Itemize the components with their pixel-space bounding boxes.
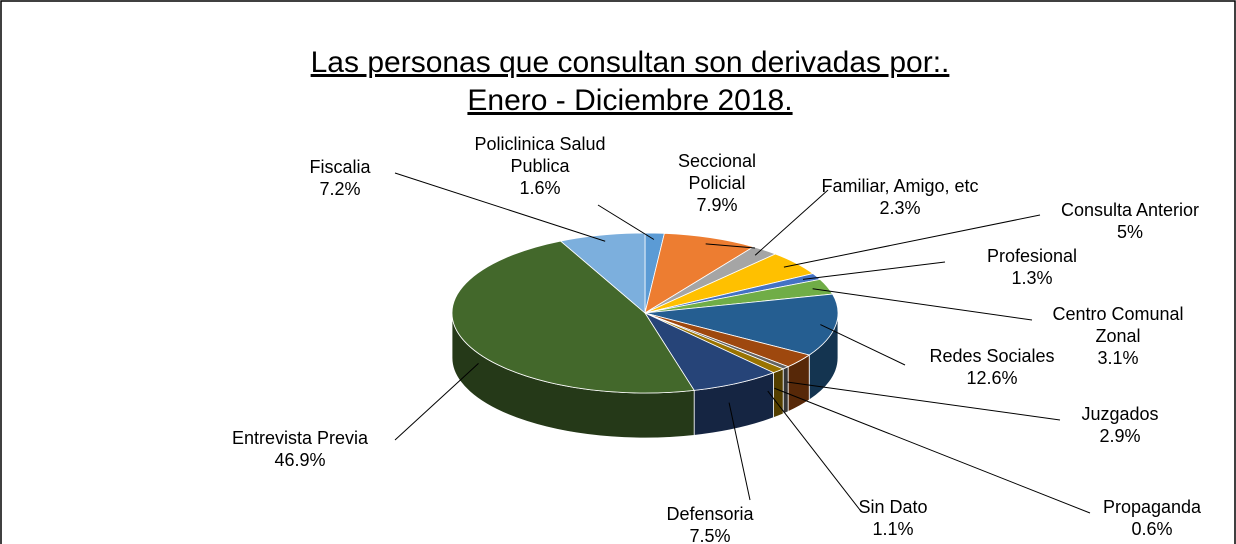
value-label: 1.3%: [1011, 268, 1052, 288]
leader-line: [394, 172, 606, 242]
leader-line: [812, 288, 1033, 321]
category-label: Policlinica Salud Publica: [474, 134, 605, 176]
slice-label: Redes Sociales 12.6%: [929, 346, 1054, 388]
value-label: 5%: [1117, 222, 1143, 242]
value-label: 7.9%: [696, 195, 737, 215]
value-label: 1.1%: [872, 519, 913, 539]
category-label: Redes Sociales: [929, 346, 1054, 366]
slice-label: Profesional 1.3%: [987, 246, 1077, 288]
slice: [644, 232, 755, 314]
category-label: Seccional Policial: [678, 151, 756, 193]
leader-line: [597, 204, 655, 240]
slice-side: [773, 368, 784, 419]
slice-label: Entrevista Previa 46.9%: [232, 428, 369, 470]
chart-subtitle: Enero - Diciembre 2018.: [467, 84, 792, 117]
leader-line: [783, 214, 1041, 268]
category-label: Familiar, Amigo, etc: [821, 176, 978, 196]
leader-line: [394, 363, 479, 441]
category-label: Centro Comunal Zonal: [1052, 304, 1183, 346]
slice-label: Sin Dato 1.1%: [858, 497, 927, 539]
slice-label: Policlinica Salud Publica 1.6%: [474, 134, 605, 198]
value-label: 7.5%: [689, 526, 730, 544]
chart-title: Las personas que consultan son derivadas…: [311, 46, 950, 79]
leader-line: [786, 381, 1061, 421]
leader-line: [802, 261, 946, 280]
leader-line: [754, 189, 829, 256]
category-label: Sin Dato: [858, 497, 927, 517]
value-label: 46.9%: [274, 450, 325, 470]
value-label: 2.9%: [1099, 426, 1140, 446]
value-label: 1.6%: [519, 178, 560, 198]
slice-side: [782, 366, 789, 415]
category-label: Fiscalia: [309, 157, 371, 177]
slice-label: Familiar, Amigo, etc 2.3%: [821, 176, 978, 218]
leader-line: [774, 387, 1091, 514]
category-label: Defensoria: [666, 504, 754, 524]
category-label: Profesional: [987, 246, 1077, 266]
slice-label: Centro Comunal Zonal 3.1%: [1052, 304, 1183, 368]
slice-label: Propaganda 0.6%: [1103, 497, 1202, 539]
slice-label: Fiscalia 7.2%: [309, 157, 371, 199]
category-label: Juzgados: [1081, 404, 1158, 424]
value-label: 12.6%: [966, 368, 1017, 388]
slice-label: Juzgados 2.9%: [1081, 404, 1158, 446]
leader-line: [767, 390, 861, 511]
slice: [644, 293, 839, 356]
category-label: Consulta Anterior: [1061, 200, 1199, 220]
leader-line: [705, 243, 756, 249]
value-label: 2.3%: [879, 198, 920, 218]
leader-line: [820, 324, 906, 366]
slice: [451, 240, 695, 394]
value-label: 0.6%: [1131, 519, 1172, 539]
slice-label: Consulta Anterior 5%: [1061, 200, 1199, 242]
value-label: 7.2%: [319, 179, 360, 199]
slice-label: Seccional Policial 7.9%: [678, 151, 756, 215]
category-label: Entrevista Previa: [232, 428, 369, 448]
slice: [559, 232, 646, 314]
value-label: 3.1%: [1097, 348, 1138, 368]
leader-line: [728, 402, 751, 501]
slice-label: Defensoria 7.5%: [666, 504, 754, 544]
category-label: Propaganda: [1103, 497, 1202, 517]
